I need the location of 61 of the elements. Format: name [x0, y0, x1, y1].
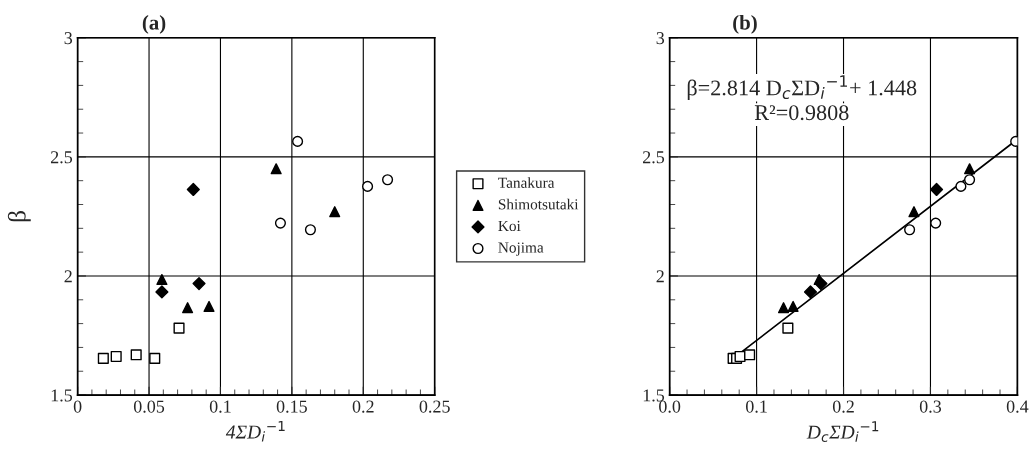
point [97, 352, 109, 364]
point [930, 217, 942, 229]
x-tick-label: 0.1 [745, 400, 767, 413]
point [110, 350, 122, 363]
point [744, 349, 756, 361]
y-tick-label: 1.5 [51, 389, 73, 402]
point [929, 182, 944, 197]
point [186, 182, 200, 197]
annotation: β=2.814 D$_{c}$ΣD$_{i}$$^{−1}$+ 1.448 [687, 75, 917, 100]
y-tick-label: 2 [64, 270, 72, 283]
x-tick-label: 0.2 [832, 400, 854, 413]
point [362, 180, 374, 192]
point [787, 300, 799, 313]
point [156, 273, 168, 286]
point [274, 217, 286, 229]
x-tick-label: 0.15 [276, 400, 307, 413]
x-tick-label: 0 [73, 400, 82, 413]
point [964, 163, 976, 175]
annotation: R²=0.9808 [754, 105, 849, 121]
chart-title: (b) [733, 14, 757, 34]
y-tick-label: 3 [64, 32, 73, 45]
point [292, 135, 304, 147]
legend-label: Nojima [498, 242, 544, 256]
y-tick-label: 1.5 [643, 389, 665, 402]
legend-label: Koi [498, 220, 521, 232]
point [803, 285, 818, 299]
legend-label: Shimotsutaki [498, 198, 579, 210]
legend-label: Tanakura [498, 177, 555, 188]
x-tick-label: 0.05 [133, 400, 165, 413]
x-tick-label: 0.25 [419, 400, 450, 413]
point [908, 206, 920, 218]
point [173, 322, 185, 334]
point [182, 302, 194, 314]
point [130, 349, 142, 361]
point [964, 174, 976, 186]
y-tick-label: 2.5 [643, 151, 665, 164]
point [203, 300, 215, 313]
point [904, 224, 916, 236]
y-axis-title: β [7, 211, 31, 222]
y-tick-label: 3 [656, 32, 665, 45]
point [814, 276, 828, 291]
point [955, 180, 967, 192]
x-tick-label: 0.2 [352, 400, 374, 413]
x-tick-label: 0.1 [209, 400, 231, 413]
chart-title: (a) [142, 14, 166, 34]
y-tick-label: 2.5 [50, 151, 73, 164]
x-tick-label: 0.4 [1006, 400, 1029, 413]
y-tick-label: 2 [656, 270, 664, 283]
x-tick-label: 0.0 [659, 400, 681, 413]
point [192, 276, 206, 291]
point [382, 174, 394, 186]
x-axis-title: 4ΣD$_{i}$$^{−1}$ [225, 421, 285, 442]
point [270, 163, 282, 175]
point [329, 206, 341, 218]
point [782, 322, 794, 334]
x-tick-label: 0.3 [919, 400, 942, 413]
x-axis-title: D$_{c}$ΣD$_{i}$$^{−1}$ [806, 421, 879, 442]
point [777, 302, 790, 314]
point [304, 224, 316, 236]
point [149, 352, 161, 364]
point [155, 285, 169, 299]
